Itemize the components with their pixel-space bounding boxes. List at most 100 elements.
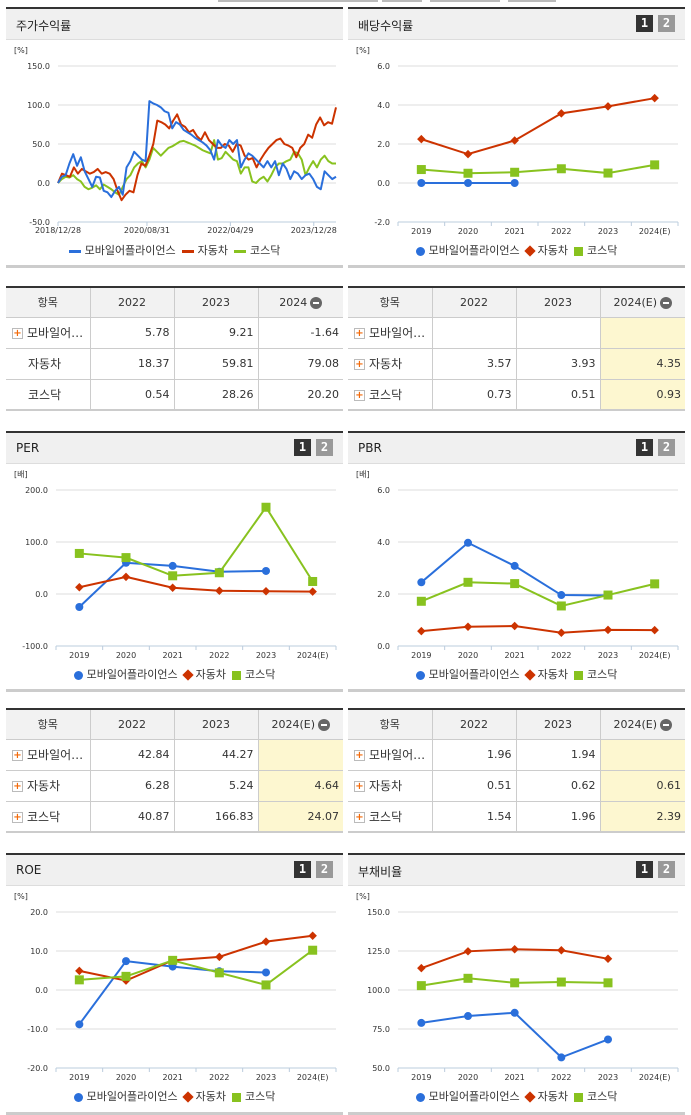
legend-item-auto[interactable]: 자동차 [182,1088,226,1104]
top-tab-2[interactable] [382,0,422,2]
collapse-icon[interactable] [318,718,331,731]
svg-text:2.0: 2.0 [377,140,390,149]
legend-item-kosdaq[interactable]: 코스닥 [574,666,617,682]
column-header: 2022 [431,287,517,318]
top-tab-4[interactable] [508,0,556,2]
per-table: 항목 2022 2023 2024(E) + 모바일어… 42.84 44.27 + 자동차 6.2… [6,708,343,833]
svg-text:150.0: 150.0 [27,62,50,71]
collapse-icon[interactable] [310,296,323,309]
legend-item-auto[interactable]: 자동차 [182,666,226,682]
chart-legend: 모바일어플라이언스 자동차 코스닥 [348,666,685,682]
legend-label: 코스닥 [587,1090,618,1103]
svg-text:50.0: 50.0 [372,1064,390,1073]
cell-value: 0.62 [515,769,601,802]
view-2-button[interactable]: 2 [316,861,333,878]
expand-plus-icon[interactable]: + [354,389,365,401]
legend-item-kosdaq[interactable]: 코스닥 [574,242,617,258]
svg-text:4.0: 4.0 [377,538,390,547]
debt-ratio-chart: [%] 150.0 125.0 100.0 75.0 50.0 2019 2020 2021 20… [356,892,679,1082]
expand-plus-icon[interactable]: + [354,359,365,370]
expand-plus-icon[interactable]: + [12,328,23,339]
legend-item-kosdaq[interactable]: 코스닥 [232,666,275,682]
expand-plus-icon[interactable]: + [12,781,23,792]
view-2-button[interactable]: 2 [658,15,675,32]
svg-text:2023: 2023 [598,227,618,236]
svg-text:6.0: 6.0 [377,62,390,71]
legend-item-mobile[interactable]: 모바일어플라이언스 [68,242,176,258]
expand-plus-icon[interactable]: + [354,328,365,339]
top-tab-1[interactable] [218,0,378,2]
legend-swatch-icon [524,1091,536,1103]
legend-item-kosdaq[interactable]: 코스닥 [234,242,280,258]
legend-item-mobile[interactable]: 모바일어플라이언스 [415,666,520,682]
cell-value: 18.37 [89,347,175,380]
view-1-button[interactable]: 1 [294,861,311,878]
table-row: + 모바일어… 1.96 1.94 [348,738,685,771]
view-2-button[interactable]: 2 [658,439,675,456]
view-1-button[interactable]: 1 [636,439,653,456]
svg-text:2022: 2022 [551,227,571,236]
svg-text:2021: 2021 [504,1073,524,1082]
column-header[interactable]: 2024(E) [599,709,685,740]
column-header: 2023 [173,709,259,740]
collapse-icon[interactable] [660,296,673,309]
cell-value: 79.08 [257,347,343,380]
expand-plus-icon[interactable]: + [354,811,365,823]
panel-title: PBR [358,441,382,455]
chart-legend: 모바일어플라이언스 자동차 코스닥 [348,1088,685,1104]
row-label: 자동차 [369,357,403,371]
table-row: + 모바일어… 42.84 44.27 [6,738,343,771]
expand-plus-icon[interactable]: + [354,750,365,761]
legend-item-mobile[interactable]: 모바일어플라이언스 [415,1088,520,1104]
svg-text:-100.0: -100.0 [22,642,48,651]
cell-value: 9.21 [173,316,259,349]
cell-value: 4.35 [599,347,685,380]
svg-text:-50.0: -50.0 [29,218,50,227]
svg-text:75.0: 75.0 [372,1025,390,1034]
legend-item-mobile[interactable]: 모바일어플라이언스 [73,666,178,682]
legend-label: 모바일어플라이언스 [84,244,176,257]
per-panel: PER 1 2 [배] 200.0 100.0 0.0 -100.0 2019 2020 20… [6,431,343,692]
top-tab-3[interactable] [430,0,500,2]
row-label: 코스닥 [27,809,61,824]
legend-swatch-icon [574,670,584,680]
view-1-button[interactable]: 1 [636,861,653,878]
column-header[interactable]: 2024(E) [599,287,685,318]
cell-value: 5.24 [173,769,259,802]
svg-text:4.0: 4.0 [377,101,390,110]
legend-label: 코스닥 [245,668,276,681]
column-header: 2022 [89,287,175,318]
column-header[interactable]: 2024(E) [257,709,343,740]
legend-label: 모바일어플라이언스 [428,244,520,257]
view-1-button[interactable]: 1 [636,15,653,32]
view-2-button[interactable]: 2 [658,861,675,878]
legend-item-auto[interactable]: 자동차 [524,1088,568,1104]
svg-text:2022: 2022 [551,651,571,660]
legend-item-kosdaq[interactable]: 코스닥 [574,1088,617,1104]
svg-text:2020: 2020 [458,1073,478,1082]
legend-item-mobile[interactable]: 모바일어플라이언스 [415,242,520,258]
column-header[interactable]: 2024 [257,287,343,318]
legend-item-auto[interactable]: 자동차 [524,242,568,258]
legend-swatch-icon [68,249,81,253]
legend-item-mobile[interactable]: 모바일어플라이언스 [73,1088,178,1104]
stock-return-table: 항목 2022 2023 2024 + 모바일어… 5.78 9.21 -1.64 자동차 18.3… [6,286,343,411]
legend-item-auto[interactable]: 자동차 [524,666,568,682]
expand-plus-icon[interactable]: + [12,811,23,823]
cell-value: 20.20 [257,378,343,411]
svg-text:2019: 2019 [69,1073,89,1082]
view-1-button[interactable]: 1 [294,439,311,456]
cell-value: 5.78 [89,316,175,349]
panel-title: 주가수익률 [16,19,72,33]
cell-value: 4.64 [257,769,343,802]
legend-item-auto[interactable]: 자동차 [181,242,228,258]
collapse-icon[interactable] [660,718,673,731]
view-2-button[interactable]: 2 [316,439,333,456]
expand-plus-icon[interactable]: + [12,750,23,761]
legend-label: 모바일어플라이언스 [86,668,178,681]
cell-value: 28.26 [173,378,259,411]
legend-item-kosdaq[interactable]: 코스닥 [232,1088,275,1104]
expand-plus-icon[interactable]: + [354,781,365,792]
cell-value [257,738,343,771]
legend-label: 코스닥 [245,1090,276,1103]
